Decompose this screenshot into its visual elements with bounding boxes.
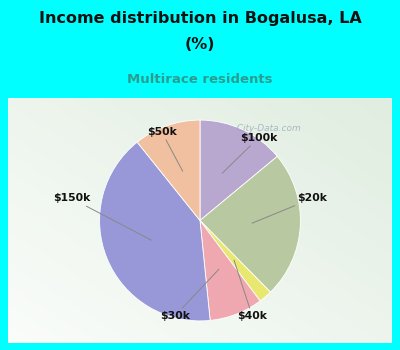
Text: (%): (%) [185, 37, 215, 52]
Text: $50k: $50k [147, 127, 183, 171]
Wedge shape [200, 156, 300, 292]
Text: City-Data.com: City-Data.com [232, 124, 301, 133]
Wedge shape [100, 142, 210, 321]
Wedge shape [200, 220, 270, 301]
Wedge shape [200, 220, 260, 320]
Text: Multirace residents: Multirace residents [127, 73, 273, 86]
Text: Income distribution in Bogalusa, LA: Income distribution in Bogalusa, LA [39, 11, 361, 26]
Text: $150k: $150k [53, 194, 152, 240]
Text: $40k: $40k [234, 260, 267, 321]
Wedge shape [137, 120, 200, 220]
Text: $100k: $100k [222, 133, 277, 173]
Text: $20k: $20k [252, 194, 328, 223]
Text: $30k: $30k [160, 269, 219, 321]
Wedge shape [200, 120, 277, 220]
